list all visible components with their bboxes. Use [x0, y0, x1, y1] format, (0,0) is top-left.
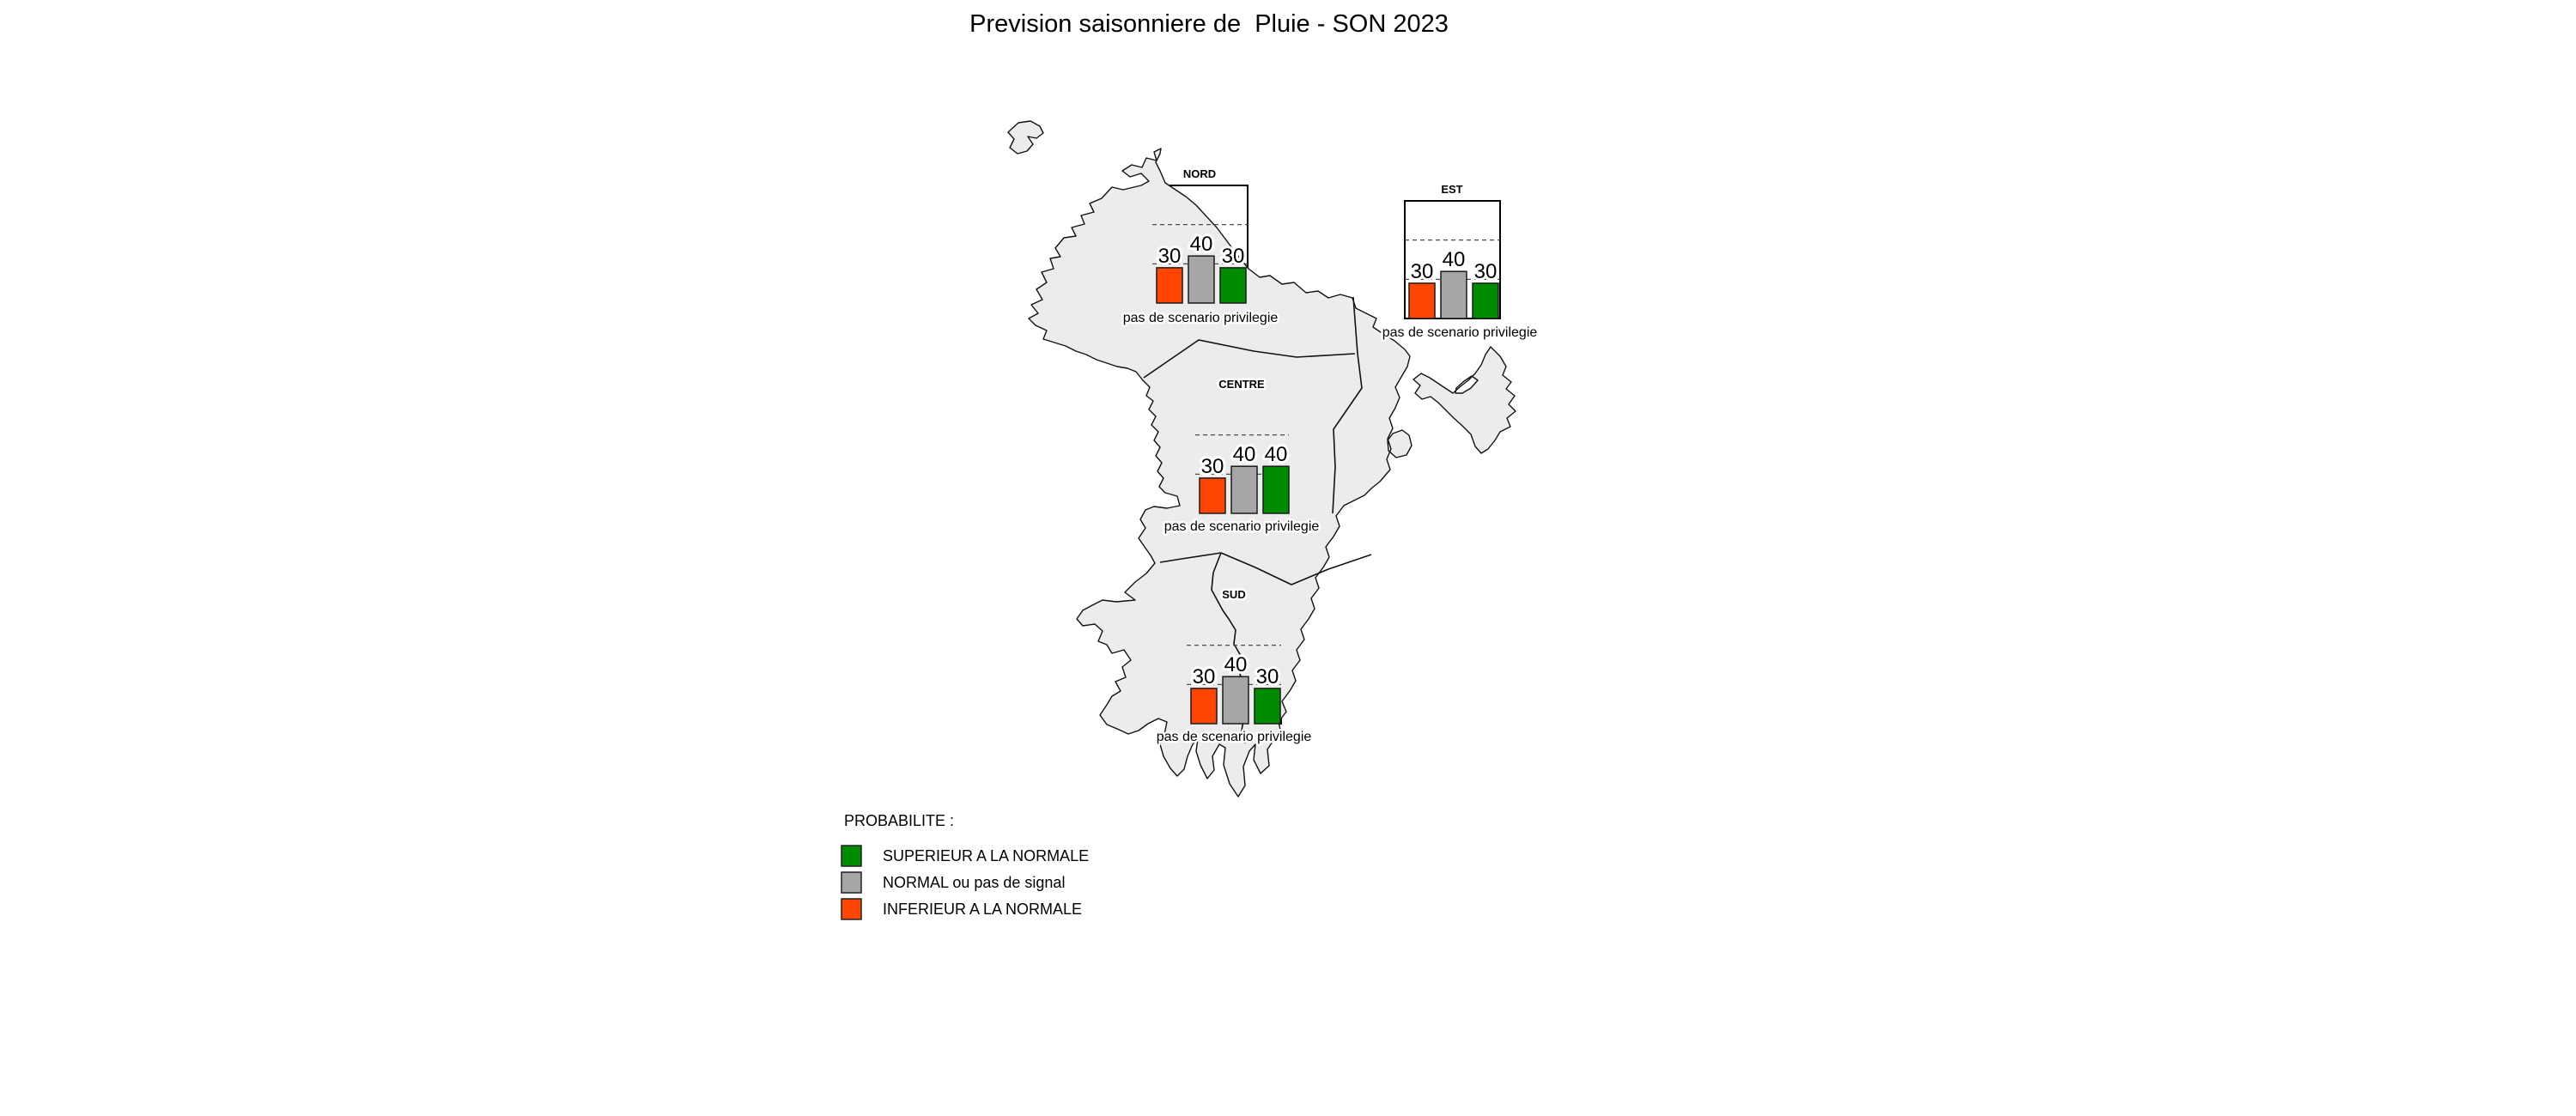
legend-label-inferieur: INFERIEUR A LA NORMALE — [883, 901, 1082, 918]
bar-value-label: 30 — [1201, 455, 1224, 478]
chart-nord: 30 40 30 NORD pas de scenario privilegie — [1121, 166, 1280, 328]
bar-value-label: 40 — [1190, 233, 1213, 256]
chart-note-nord: pas de scenario privilegie — [1123, 311, 1279, 325]
legend-label-superieur: SUPERIEUR A LA NORMALE — [883, 847, 1089, 864]
chart-note-est: pas de scenario privilegie — [1382, 325, 1538, 340]
probability-bar-normal — [1440, 270, 1467, 319]
chart-est: 30 40 30 EST pas de scenario privilegie — [1380, 181, 1540, 343]
petite-terre-coastline — [1413, 346, 1516, 454]
bar-value-label: 30 — [1158, 245, 1182, 268]
legend-swatch-normal — [841, 871, 862, 894]
islet-southeast-coastline — [1387, 429, 1413, 458]
legend-swatch-superieur — [841, 845, 862, 867]
bar-value-label: 30 — [1256, 665, 1279, 688]
chart-note-sud: pas de scenario privilegie — [1157, 730, 1312, 744]
page-title: Prevision saisonniere de Pluie - SON 202… — [969, 10, 1449, 38]
region-label-centre: CENTRE — [1218, 378, 1265, 391]
legend-swatch-inferieur — [841, 898, 862, 920]
islet-northwest-coastline — [1007, 120, 1044, 155]
probability-bar-superieur — [1219, 267, 1247, 304]
islet-southeast — [1388, 430, 1412, 458]
legend-title: PROBABILITE : — [844, 812, 954, 829]
probability-bar-inferieur — [1156, 267, 1183, 304]
region-label-sud: SUD — [1222, 588, 1245, 601]
region-charts: 30 40 30 NORD pas de scenario privilegie 3… — [1121, 166, 1540, 747]
chart-centre: 30 40 40 CENTRE pas de scenario privilegie — [1162, 376, 1321, 537]
probability-bar-superieur — [1262, 465, 1290, 514]
bar-value-label: 30 — [1193, 665, 1216, 688]
region-border-nord — [1143, 339, 1356, 379]
probability-bar-normal — [1188, 255, 1215, 304]
region-label-nord: NORD — [1183, 167, 1216, 180]
probability-bar-superieur — [1472, 282, 1499, 319]
bar-value-label: 40 — [1224, 653, 1248, 676]
probability-bar-normal — [1222, 676, 1249, 725]
region-label-est: EST — [1441, 183, 1462, 196]
probability-bar-inferieur — [1190, 688, 1218, 725]
probability-bar-superieur — [1254, 688, 1281, 725]
chart-note-centre: pas de scenario privilegie — [1164, 519, 1320, 534]
legend: PROBABILITE : SUPERIEUR A LA NORMALE NOR… — [841, 812, 1089, 920]
legend-item-normal: NORMAL ou pas de signal — [841, 871, 1065, 894]
bar-value-label: 30 — [1474, 260, 1498, 283]
legend-item-inferieur: INFERIEUR A LA NORMALE — [841, 898, 1082, 920]
chart-sud: 30 40 30 SUD pas de scenario privilegie — [1154, 586, 1314, 747]
region-border-centre-sud — [1159, 552, 1372, 585]
islet-northwest — [1008, 121, 1043, 154]
legend-item-superieur: SUPERIEUR A LA NORMALE — [841, 845, 1089, 867]
probability-bar-inferieur — [1408, 282, 1436, 319]
probability-bar-normal — [1230, 465, 1258, 514]
region-border-est — [1332, 296, 1363, 514]
bar-value-label: 40 — [1265, 443, 1288, 466]
legend-label-normal: NORMAL ou pas de signal — [883, 874, 1065, 891]
bar-value-label: 30 — [1411, 260, 1434, 283]
bar-value-label: 40 — [1233, 443, 1256, 466]
bar-value-label: 40 — [1443, 248, 1466, 271]
bar-value-label: 30 — [1222, 245, 1245, 268]
probability-bar-inferieur — [1199, 477, 1226, 514]
